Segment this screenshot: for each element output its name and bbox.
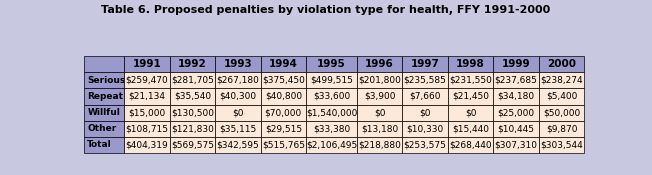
Text: Table 6. Proposed penalties by violation type for health, FFY 1991-2000: Table 6. Proposed penalties by violation… [101, 5, 551, 15]
